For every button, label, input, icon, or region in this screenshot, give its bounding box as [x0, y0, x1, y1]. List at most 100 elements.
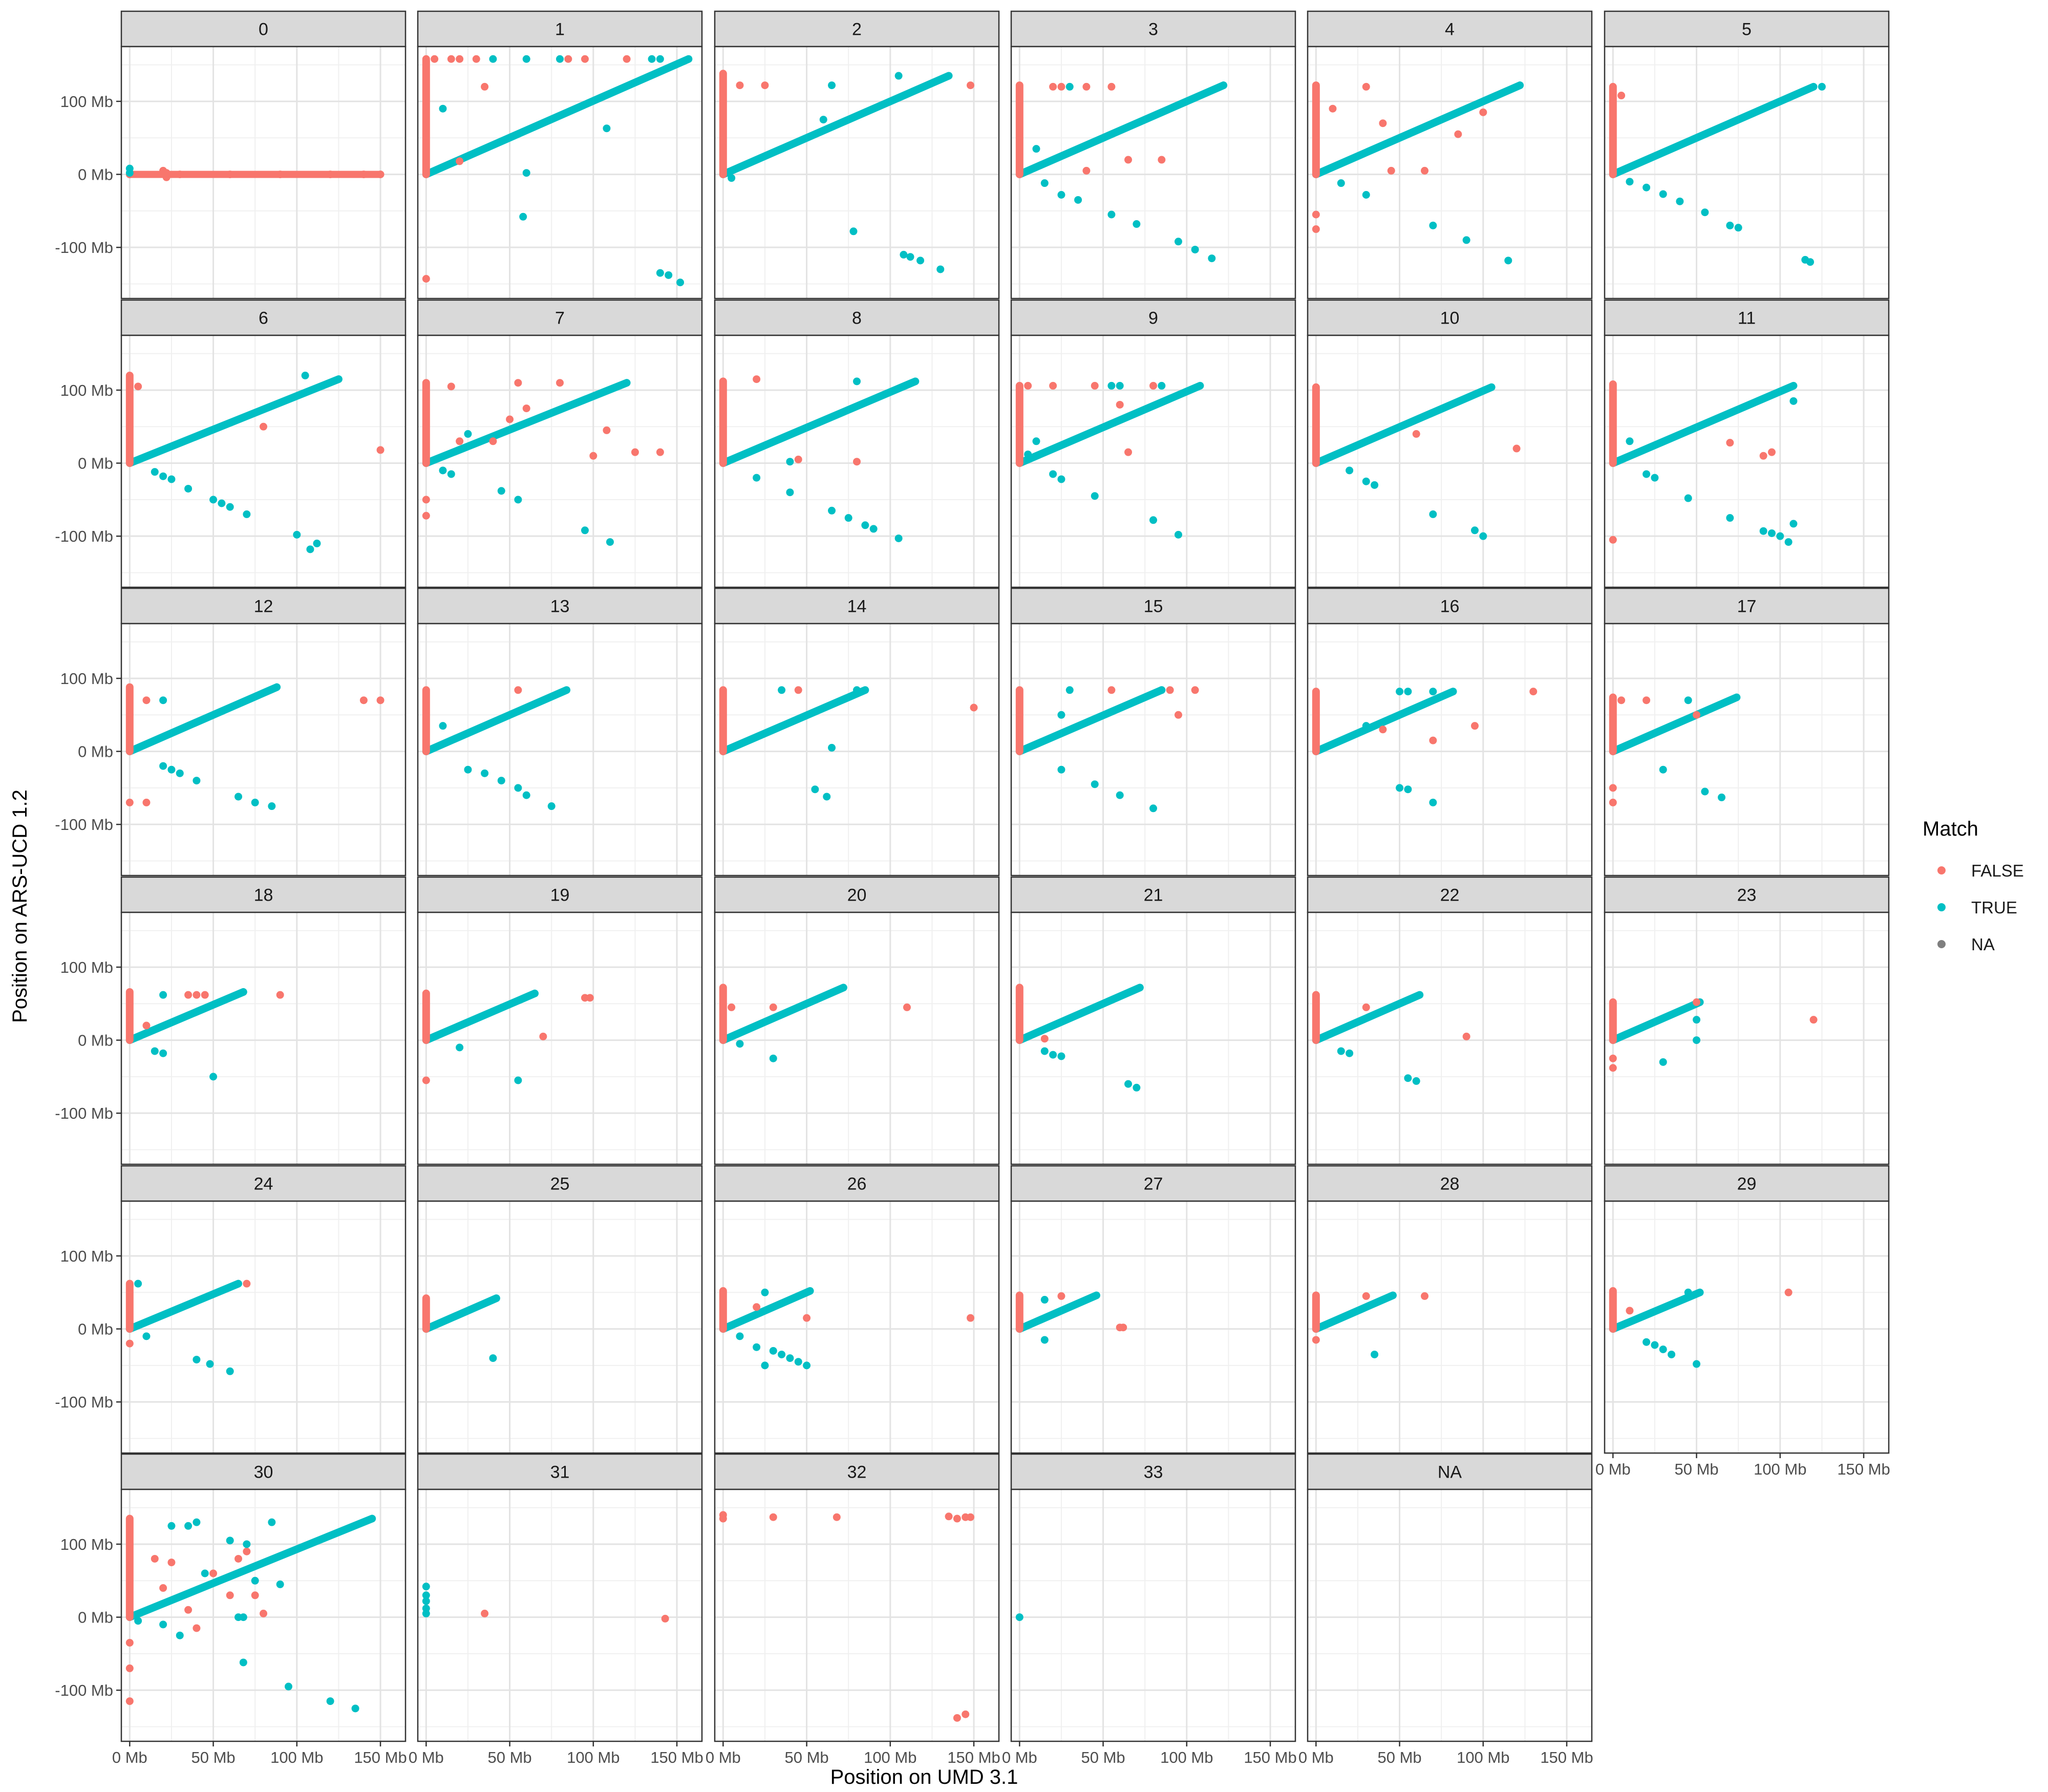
- point-false: [953, 1514, 961, 1523]
- point-false: [1387, 166, 1395, 175]
- panel-11: 11: [1604, 299, 1890, 588]
- x-tick-label: 150 Mb: [1837, 1460, 1890, 1478]
- panel-strip: [1604, 1165, 1890, 1202]
- point-true: [828, 743, 836, 752]
- point-true: [489, 55, 497, 63]
- point-true: [193, 777, 201, 785]
- panel-30: 30: [120, 1453, 407, 1742]
- panel-border: [1010, 334, 1296, 588]
- point-false: [162, 173, 170, 181]
- point-true: [251, 798, 259, 806]
- point-true: [1057, 475, 1065, 483]
- point-true: [522, 169, 530, 177]
- point-true: [519, 212, 527, 221]
- panel-strip: [1010, 587, 1296, 625]
- point-true: [1057, 1052, 1065, 1060]
- point-false: [447, 382, 455, 391]
- point-false: [1626, 1307, 1634, 1315]
- point-true: [1659, 765, 1667, 774]
- point-true: [226, 1367, 234, 1375]
- series-true-run: [125, 1279, 243, 1333]
- point-true: [464, 430, 472, 438]
- panel-strip-label: 0: [259, 20, 268, 39]
- point-false: [769, 1003, 777, 1011]
- panel-strip-label: 32: [847, 1463, 867, 1482]
- panel-background: [418, 335, 702, 587]
- point-true: [1693, 1036, 1701, 1044]
- y-tick-label: 0 Mb: [78, 166, 113, 184]
- point-false: [623, 55, 631, 63]
- point-false: [176, 170, 184, 179]
- point-true: [1116, 791, 1124, 799]
- point-true: [1065, 82, 1074, 91]
- point-true: [193, 1518, 201, 1526]
- panel-strip-label: 25: [550, 1175, 570, 1194]
- point-false: [631, 448, 639, 456]
- panel-border: [417, 1488, 703, 1742]
- panel-border: [120, 46, 407, 300]
- panel-background: [715, 1201, 999, 1453]
- point-false: [1784, 1288, 1793, 1296]
- point-true: [497, 487, 505, 495]
- point-true: [761, 1288, 769, 1296]
- point-false: [1454, 130, 1462, 138]
- panel-border: [1604, 46, 1890, 300]
- series-true-run: [422, 379, 631, 467]
- panel-background: [418, 1201, 702, 1453]
- point-true: [1091, 780, 1099, 788]
- point-false: [967, 1314, 974, 1322]
- point-true: [176, 769, 184, 777]
- panel-20: 20: [714, 876, 1000, 1165]
- panel-strip-label: 12: [254, 597, 273, 616]
- point-true: [778, 1350, 786, 1358]
- legend-title: Match: [1923, 818, 1978, 840]
- panel-strip: [1010, 876, 1296, 913]
- point-true: [648, 55, 656, 63]
- panel-background: [418, 1489, 702, 1741]
- point-false: [1024, 381, 1032, 390]
- point-false: [422, 1076, 430, 1084]
- panel-26: 26: [714, 1165, 1000, 1454]
- series-true-run: [1015, 984, 1144, 1044]
- point-false: [201, 991, 209, 999]
- point-true: [1759, 527, 1767, 535]
- panel-strip: [1604, 299, 1890, 336]
- x-tick-label: 100 Mb: [270, 1748, 323, 1766]
- panel-background: [121, 624, 406, 876]
- y-tick-label: -100 Mb: [55, 1681, 113, 1699]
- point-true: [1049, 470, 1057, 478]
- point-false: [125, 1638, 134, 1647]
- point-true: [1133, 1083, 1141, 1092]
- point-true: [151, 468, 159, 476]
- point-true: [313, 539, 321, 547]
- panel-background: [1011, 1489, 1295, 1741]
- x-tick-label: 150 Mb: [1540, 1748, 1593, 1766]
- panel-strip: [1307, 587, 1593, 625]
- point-true: [1701, 208, 1709, 217]
- point-true: [159, 1620, 167, 1629]
- point-true: [936, 265, 945, 273]
- point-false: [1166, 686, 1174, 694]
- series-true-run: [1609, 381, 1798, 467]
- point-true: [1049, 1051, 1057, 1059]
- point-true: [167, 475, 176, 483]
- legend-key-false: [1937, 866, 1946, 874]
- legend-key-true: [1937, 903, 1946, 911]
- point-true: [1818, 82, 1826, 91]
- legend-entries: FALSE TRUE NA: [1937, 861, 2024, 954]
- point-true: [1659, 190, 1667, 198]
- legend-label-true: TRUE: [1971, 898, 2017, 917]
- x-tick-label: 100 Mb: [1754, 1460, 1806, 1478]
- panel-background: [1605, 47, 1889, 298]
- series-true-run: [125, 375, 343, 467]
- panel-31: 31: [417, 1453, 703, 1742]
- panel-19: 19: [417, 876, 703, 1165]
- point-false: [125, 1664, 134, 1672]
- panel-border: [1604, 911, 1890, 1165]
- y-tick-label: 100 Mb: [60, 1247, 113, 1265]
- panel-background: [1308, 624, 1592, 876]
- panel-strip-label: 24: [254, 1175, 273, 1194]
- point-false: [967, 81, 974, 90]
- legend-label-na: NA: [1971, 935, 1995, 954]
